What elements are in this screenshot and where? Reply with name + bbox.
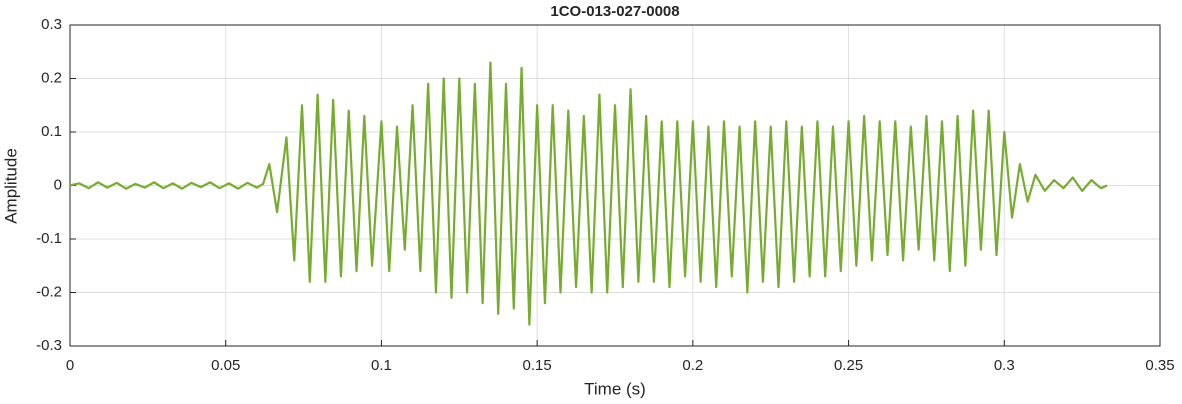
y-tick-label: -0.3 bbox=[36, 337, 62, 354]
y-tick-label: 0.1 bbox=[41, 123, 62, 140]
x-axis-label: Time (s) bbox=[584, 379, 646, 398]
x-tick-label: 0.3 bbox=[994, 357, 1015, 374]
x-tick-label: 0.25 bbox=[834, 357, 863, 374]
waveform-line bbox=[69, 61, 1108, 326]
x-tick-label: 0.2 bbox=[682, 357, 703, 374]
chart-title: 1CO-013-027-0008 bbox=[550, 3, 679, 20]
y-tick-label: 0.3 bbox=[41, 16, 62, 33]
x-tick-label: 0.05 bbox=[211, 357, 240, 374]
x-tick-label: 0 bbox=[66, 357, 74, 374]
y-tick-label: -0.1 bbox=[36, 230, 62, 247]
x-tick-label: 0.15 bbox=[523, 357, 552, 374]
x-tick-label: 0.35 bbox=[1145, 357, 1174, 374]
x-tick-label: 0.1 bbox=[371, 357, 392, 374]
y-tick-label: 0.2 bbox=[41, 69, 62, 86]
y-axis-label: Amplitude bbox=[1, 148, 20, 224]
y-tick-label: 0 bbox=[54, 176, 62, 193]
y-tick-label: -0.2 bbox=[36, 283, 62, 300]
